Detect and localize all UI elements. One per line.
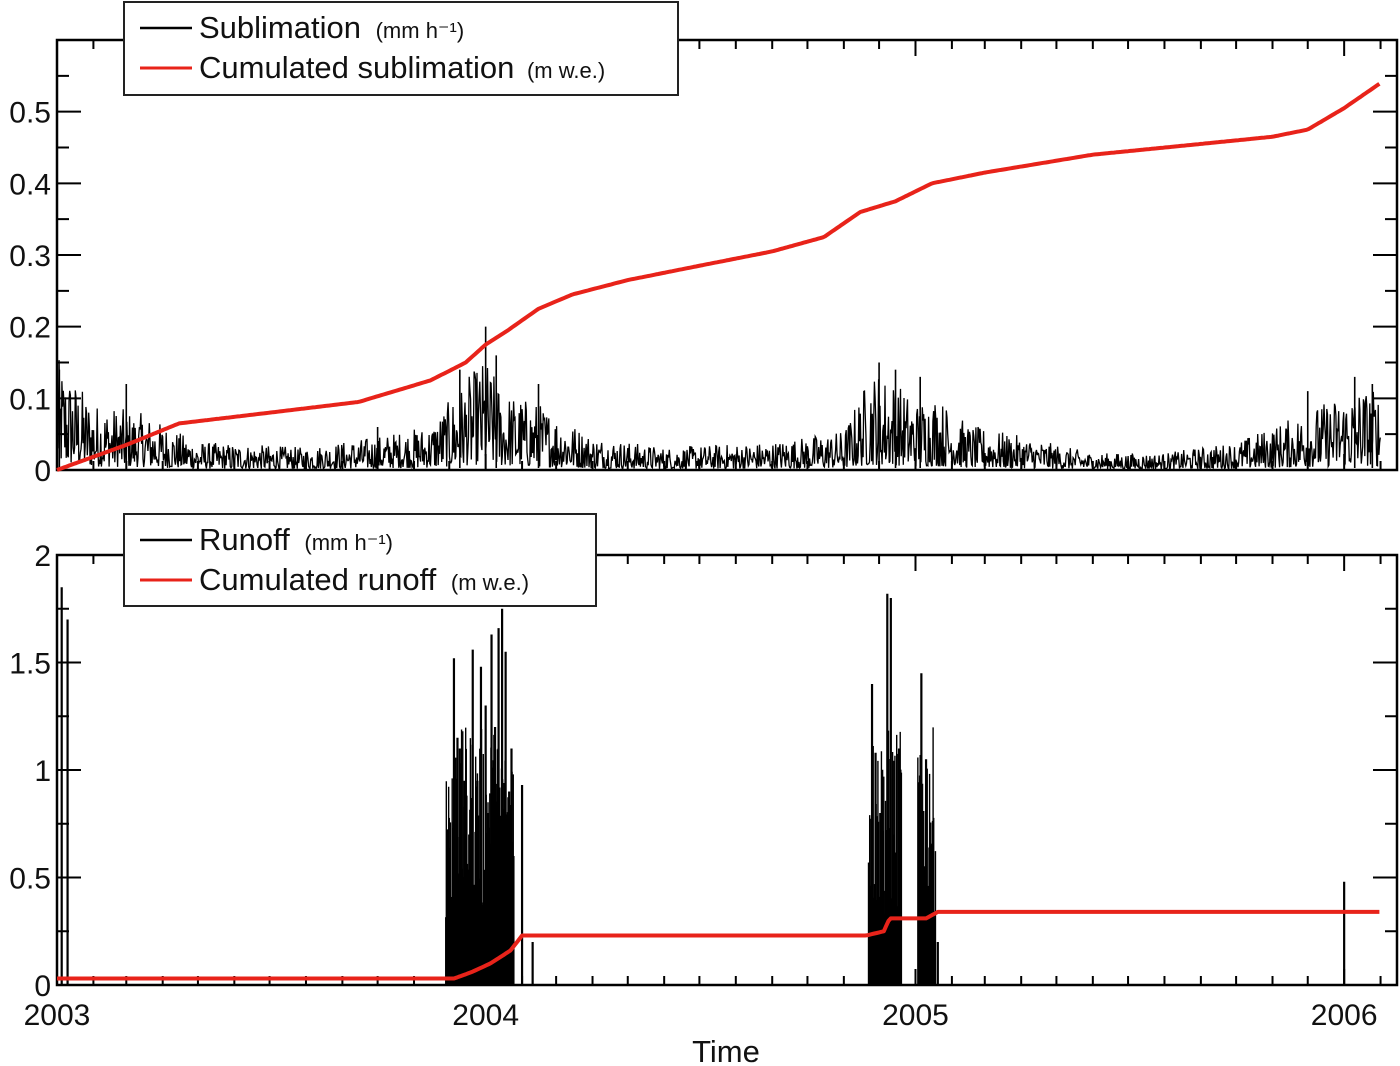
bottom-legend: Runoff (mm h⁻¹) Cumulated runoff (m w.e.… bbox=[123, 513, 597, 607]
bottom-plot-frame bbox=[55, 553, 1399, 987]
bottom-legend-label-cumulated: Cumulated runoff (m w.e.) bbox=[199, 562, 529, 597]
bottom-legend-box bbox=[123, 513, 597, 607]
top-tick-marks bbox=[56, 39, 1397, 471]
bottom-legend-label-runoff: Runoff (mm h⁻¹) bbox=[199, 522, 393, 557]
top-y-tick-label: 0.3 bbox=[9, 240, 51, 273]
top-y-tick-label: 0.2 bbox=[9, 312, 51, 345]
bottom-x-tick-labels: 2003 2004 2005 2006 bbox=[24, 999, 1378, 1032]
bottom-y-tick-label: 1.5 bbox=[9, 648, 51, 681]
top-y-tick-label: 0.1 bbox=[9, 383, 51, 416]
top-y-tick-labels: 0 0.1 0.2 0.3 0.4 0.5 bbox=[9, 97, 51, 488]
bottom-y-tick-label: 2 bbox=[34, 540, 51, 573]
top-y-tick-label: 0 bbox=[34, 455, 51, 488]
bottom-x-tick-label: 2005 bbox=[882, 999, 949, 1032]
bottom-y-tick-label: 0.5 bbox=[9, 863, 51, 896]
top-y-tick-label: 0.5 bbox=[9, 97, 51, 130]
bottom-tick-marks bbox=[56, 554, 1397, 986]
bottom-y-tick-label: 1 bbox=[34, 755, 51, 788]
bottom-y-tick-labels: 0 0.5 1 1.5 2 bbox=[9, 540, 51, 1003]
top-y-tick-label: 0.4 bbox=[9, 168, 51, 201]
top-plot-ticks bbox=[56, 39, 1397, 471]
bottom-x-tick-label: 2006 bbox=[1311, 999, 1378, 1032]
cumulated-sublimation-line bbox=[56, 82, 1381, 472]
top-legend-label-sublimation: Sublimation (mm h⁻¹) bbox=[199, 10, 464, 45]
bottom-x-tick-label: 2004 bbox=[452, 999, 519, 1032]
top-legend-box bbox=[123, 1, 679, 96]
x-axis-label: Time bbox=[692, 1034, 760, 1066]
bottom-x-tick-label: 2003 bbox=[24, 999, 91, 1032]
top-legend: Sublimation (mm h⁻¹) Cumulated sublimati… bbox=[123, 1, 679, 96]
top-plot-frame bbox=[55, 38, 1399, 472]
sublimation-series-line bbox=[56, 360, 1381, 471]
bottom-plot-ticks bbox=[56, 554, 1397, 986]
top-plot-series bbox=[56, 82, 1381, 472]
bottom-y-tick-label: 0 bbox=[34, 970, 51, 1003]
top-legend-label-cumulated: Cumulated sublimation (m w.e.) bbox=[199, 50, 605, 85]
cumulated-runoff-line bbox=[57, 909, 1380, 981]
bottom-plot-series bbox=[57, 587, 1380, 985]
